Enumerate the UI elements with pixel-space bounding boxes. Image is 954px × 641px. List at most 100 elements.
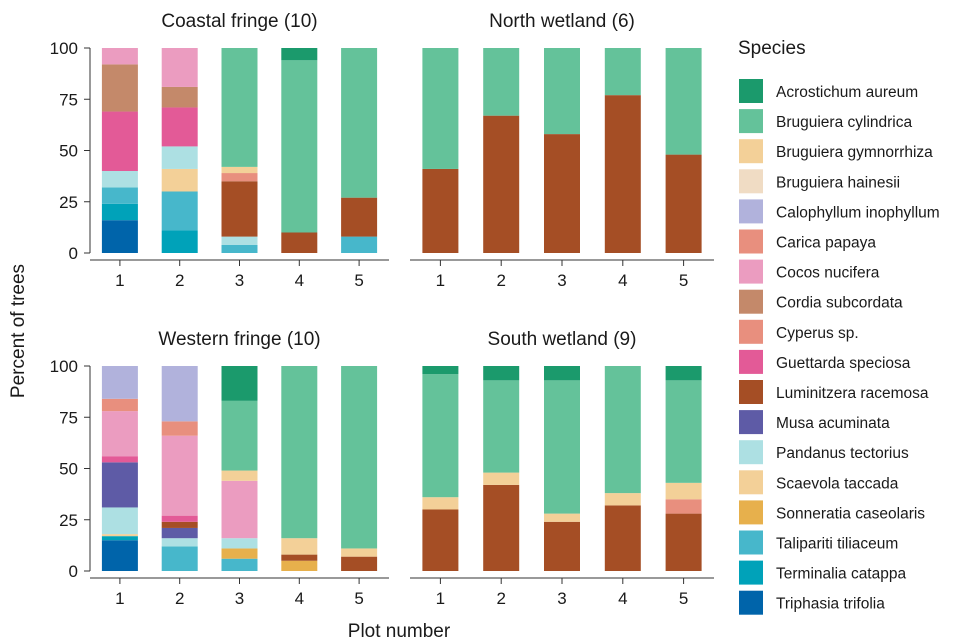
bar-segment	[544, 513, 580, 522]
bar-segment	[544, 366, 580, 381]
bar-segment	[101, 540, 138, 571]
bar-segment	[101, 111, 138, 171]
x-tick-label: 5	[354, 271, 363, 290]
bar-segment	[101, 171, 138, 188]
x-tick-label: 4	[295, 271, 304, 290]
legend-label: Bruguiera cylindrica	[776, 114, 912, 131]
legend-label: Carica papaya	[776, 235, 876, 252]
bar-segment	[665, 48, 702, 155]
legend-label: Sonneratia caseolaris	[776, 505, 925, 522]
x-tick-label: 3	[557, 589, 566, 608]
panel-title: South wetland (9)	[488, 329, 637, 350]
y-tick-label: 50	[59, 142, 78, 161]
bar-segment	[221, 548, 258, 559]
bar-segment	[341, 197, 378, 237]
bar-segment	[341, 556, 378, 571]
bar-segment	[161, 107, 198, 147]
bar-segment	[161, 86, 198, 108]
legend-label: Terminalia catappa	[776, 566, 906, 583]
panel-title: North wetland (6)	[489, 11, 635, 32]
x-tick-label: 5	[679, 589, 688, 608]
bar-segment	[281, 560, 318, 571]
bar-segment	[101, 48, 138, 65]
x-tick-label: 5	[354, 589, 363, 608]
bar-segment	[544, 134, 580, 253]
bar-segment	[422, 168, 459, 253]
bar-segment	[161, 521, 198, 528]
x-tick-label: 2	[496, 271, 505, 290]
legend-label: Acrostichum aureum	[776, 84, 918, 101]
legend-label: Pandanus tectorius	[776, 445, 909, 462]
bar-segment	[341, 236, 378, 253]
y-tick-label: 25	[59, 511, 78, 530]
bar-segment	[665, 380, 702, 483]
bar-segment	[422, 509, 459, 571]
panel-title: Western fringe (10)	[158, 329, 320, 350]
bar-segment	[221, 366, 258, 401]
bar-segment	[281, 538, 318, 555]
legend-label: Musa acuminata	[776, 415, 890, 432]
legend-swatch	[739, 380, 763, 404]
legend-label: Bruguiera hainesii	[776, 174, 900, 191]
bar-segment	[281, 232, 318, 253]
bar-segment	[101, 507, 138, 535]
bar-segment	[161, 421, 198, 436]
bar-segment	[221, 236, 258, 245]
legend-swatch	[739, 229, 763, 254]
panel: North wetland (6) 1 2 3 4 5	[410, 11, 714, 290]
x-tick-label: 4	[295, 589, 304, 608]
y-axis-label: Percent of trees	[8, 264, 29, 398]
bar-segment	[101, 398, 138, 412]
legend-label: Bruguiera gymnorrhiza	[776, 144, 933, 161]
bar-segment	[221, 244, 258, 253]
legend-swatch	[739, 349, 763, 374]
legend-swatch	[739, 79, 763, 103]
bar-segment	[483, 380, 520, 473]
bar-segment	[422, 497, 459, 510]
y-tick-label: 0	[69, 562, 78, 581]
bar-segment	[221, 181, 258, 237]
y-tick-label: 25	[59, 193, 78, 212]
bar-segment	[221, 470, 258, 481]
bar-segment	[604, 366, 641, 494]
bar-segment	[221, 173, 258, 182]
bar-segment	[604, 48, 641, 96]
legend-label: Scaevola taccada	[776, 475, 899, 492]
x-tick-label: 2	[175, 271, 184, 290]
y-tick-label: 50	[59, 460, 78, 479]
bar-segment	[101, 203, 138, 221]
legend-items: Acrostichum aureum Bruguiera cylindrica Br…	[739, 79, 940, 615]
bar-segment	[101, 220, 138, 253]
bar-segment	[161, 435, 198, 516]
bar-segment	[221, 166, 258, 174]
x-tick-label: 4	[618, 589, 627, 608]
bar-segment	[101, 456, 138, 463]
bar-segment	[665, 513, 702, 571]
bar-segment	[221, 400, 258, 471]
x-tick-label: 2	[175, 589, 184, 608]
bar-segment	[101, 534, 138, 537]
bar-segment	[665, 154, 702, 253]
legend-swatch	[739, 410, 763, 435]
y-tick-label: 75	[59, 408, 78, 427]
bar-segment	[161, 538, 198, 547]
bar-segment	[101, 64, 138, 112]
x-tick-label: 4	[618, 271, 627, 290]
bar-segment	[483, 472, 520, 485]
bar-segment	[665, 499, 702, 514]
bar-segment	[604, 95, 641, 254]
panel: Western fringe (10) 0 25 50 75 100 1 2 3 4 5	[50, 329, 389, 608]
x-tick-label: 3	[235, 271, 244, 290]
bar-segment	[341, 48, 378, 198]
bar-segment	[161, 366, 198, 422]
legend-swatch	[739, 440, 763, 465]
legend-label: Triphasia trifolia	[776, 596, 885, 613]
bar-segment	[281, 60, 318, 233]
legend-swatch	[739, 590, 763, 615]
bar-segment	[221, 48, 258, 167]
legend-swatch	[739, 560, 763, 585]
legend-label: Cocos nucifera	[776, 265, 880, 282]
bar-segment	[341, 548, 378, 557]
